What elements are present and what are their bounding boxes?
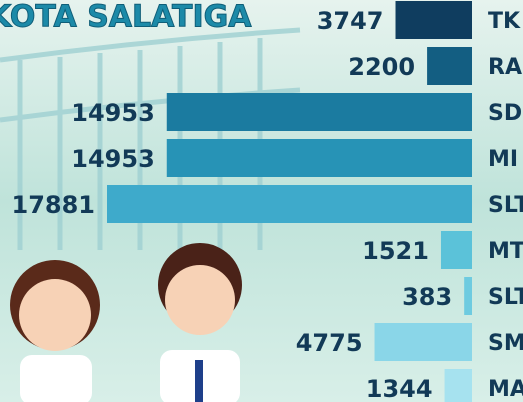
value-label: 14953 (71, 99, 155, 127)
category-label: SLTA (488, 285, 523, 310)
value-label: 14953 (71, 145, 155, 173)
page: {"chart_data": {"type": "bar", "orientat… (0, 0, 523, 402)
value-label: 3747 (317, 7, 384, 35)
category-label: MA (488, 377, 523, 402)
bar (441, 231, 472, 269)
bar (396, 1, 472, 39)
value-label: 2200 (348, 53, 415, 81)
category-label: MI (488, 147, 518, 172)
bar (375, 323, 472, 361)
bar (427, 47, 472, 85)
category-label: SD (488, 101, 522, 126)
chart-title: KOTA SALATIGA (0, 0, 252, 35)
value-label: 1521 (362, 237, 429, 265)
value-label: 1344 (366, 375, 433, 402)
category-label: MTs (488, 239, 523, 264)
category-label: TK (488, 9, 521, 34)
bar (167, 93, 472, 131)
chart: KOTA SALATIGA 3747 TK 2200 RA 14953 SD 14953 MI… (0, 0, 523, 402)
value-label: 4775 (296, 329, 363, 357)
category-label: RA (488, 55, 522, 80)
category-label: SMK (488, 331, 523, 356)
category-label: SLTP (488, 193, 523, 218)
bar (464, 277, 472, 315)
bar (445, 369, 472, 402)
value-label: 17881 (12, 191, 96, 219)
bar (107, 185, 472, 223)
bar (167, 139, 472, 177)
value-label: 383 (402, 283, 452, 311)
